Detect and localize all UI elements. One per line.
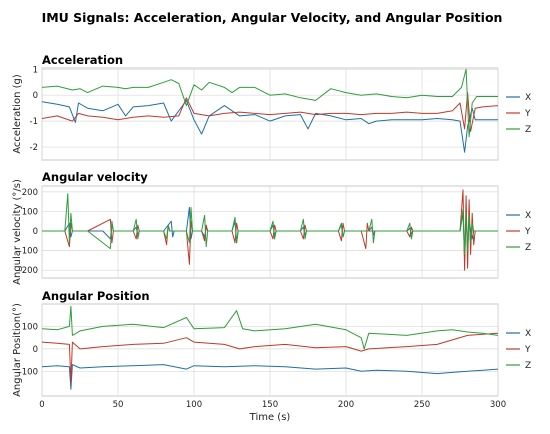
x-tick-label: 300	[490, 400, 506, 410]
legend-label: Y	[524, 345, 531, 355]
series-line-z	[42, 68, 498, 138]
panel-2: Angular Position 0 50 100 150 200 250 300 -100 0 1…	[12, 289, 531, 423]
y-axis-label: Angular velocity (°/s)	[12, 179, 23, 285]
series-line-x	[42, 364, 498, 390]
x-axis-label: Time (s)	[249, 412, 291, 423]
x-tick-label: 50	[113, 400, 124, 410]
y-axis-label: Acceleration (g)	[12, 74, 23, 154]
series-line-y	[42, 92, 498, 132]
x-tick-label: 200	[338, 400, 354, 410]
legend-label: Z	[525, 243, 531, 253]
legend-label: Z	[525, 361, 531, 371]
legend-label: Y	[524, 109, 531, 119]
y-tick-label: -100	[19, 247, 38, 257]
y-tick-label: -100	[19, 367, 38, 377]
panel-title: Angular velocity	[42, 170, 148, 184]
legend-label: X	[525, 329, 531, 339]
y-tick-label: -1	[30, 117, 38, 127]
legend-label: X	[525, 211, 531, 221]
x-tick-label: 0	[39, 400, 44, 410]
series-line-z	[42, 305, 498, 350]
legend-label: Z	[525, 125, 531, 135]
y-tick-label: -200	[19, 266, 38, 276]
x-tick-label: 150	[262, 400, 278, 410]
series-line-z	[42, 193, 498, 255]
y-tick-label: 200	[22, 188, 38, 198]
panel-title: Acceleration	[42, 53, 123, 67]
figure-title: IMU Signals: Acceleration, Angular Veloc…	[42, 10, 503, 25]
y-tick-label: 0	[33, 345, 38, 355]
panel-0: Acceleration -2 -1 0 1 Acceleration (g) XYZ	[12, 53, 531, 161]
y-tick-label: 0	[33, 91, 38, 101]
x-tick-label: 250	[414, 400, 430, 410]
legend-label: Y	[524, 227, 531, 237]
series-line-y	[42, 332, 498, 383]
y-tick-label: 100	[22, 207, 38, 217]
legend-label: X	[525, 93, 531, 103]
y-tick-label: 100	[22, 322, 38, 332]
y-axis-label: Angular Position(°)	[12, 303, 23, 397]
x-tick-label: 100	[186, 400, 202, 410]
series-line-x	[42, 99, 498, 153]
y-tick-label: 1	[33, 65, 38, 75]
y-tick-label: 0	[33, 227, 38, 237]
y-tick-label: -2	[30, 143, 38, 153]
panel-title: Angular Position	[42, 289, 150, 303]
